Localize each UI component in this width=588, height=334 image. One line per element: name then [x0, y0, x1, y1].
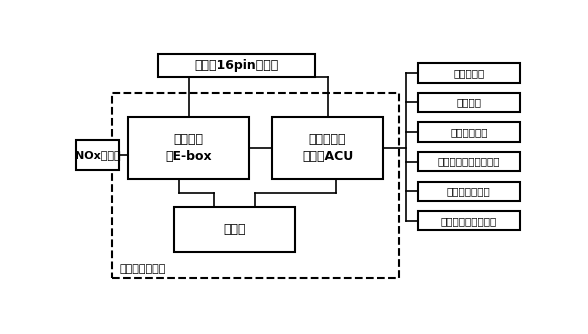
Bar — [272, 117, 383, 179]
Text: 计算机: 计算机 — [223, 223, 245, 236]
Text: 管路加热装置: 管路加热装置 — [450, 127, 487, 137]
Text: 尿素温度压力传感器: 尿素温度压力传感器 — [440, 216, 497, 226]
Text: 空气电磁阀: 空气电磁阀 — [453, 68, 485, 78]
Bar — [158, 54, 315, 77]
Bar — [174, 207, 295, 252]
Bar — [417, 211, 520, 230]
Bar — [417, 63, 520, 82]
Bar — [112, 93, 399, 278]
Bar — [417, 122, 520, 142]
Bar — [417, 93, 520, 112]
Bar — [76, 140, 119, 170]
Text: 尿素罐液位温度传感器: 尿素罐液位温度传感器 — [437, 157, 500, 167]
Text: 尿素罐诊断系统: 尿素罐诊断系统 — [119, 264, 165, 274]
Text: 空气压力传感器: 空气压力传感器 — [447, 186, 491, 196]
Bar — [417, 152, 520, 171]
Bar — [417, 182, 520, 201]
Text: 电控单元
盒E-box: 电控单元 盒E-box — [165, 133, 212, 163]
Bar — [128, 117, 249, 179]
Text: 接整车16pin连接器: 接整车16pin连接器 — [194, 59, 279, 72]
Text: 冷却水阀: 冷却水阀 — [456, 98, 482, 108]
Text: NOx传感器: NOx传感器 — [75, 150, 120, 160]
Text: 后处理系统
控制器ACU: 后处理系统 控制器ACU — [302, 133, 353, 163]
